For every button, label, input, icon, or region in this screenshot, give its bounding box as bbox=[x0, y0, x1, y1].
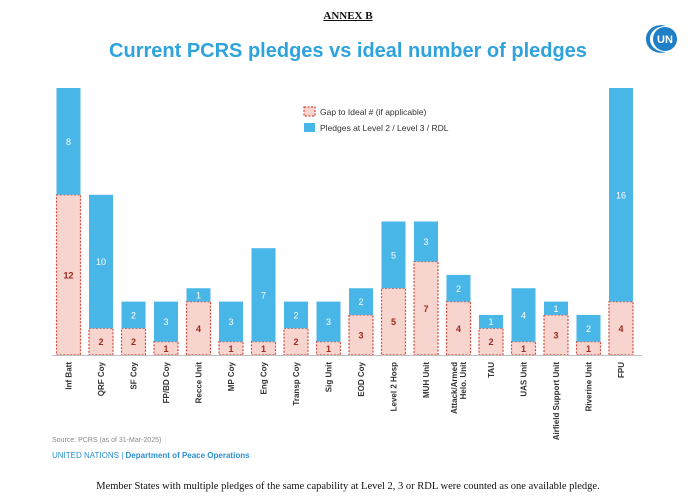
pledge-bar bbox=[381, 221, 406, 289]
pledge-value-label: 1 bbox=[553, 304, 558, 314]
legend-pledge-label: Pledges at Level 2 / Level 3 / RDL bbox=[320, 123, 449, 133]
gap-value-label: 5 bbox=[391, 317, 396, 327]
annex-label: ANNEX B bbox=[323, 10, 373, 22]
pledge-bar bbox=[154, 301, 178, 342]
gap-value-label: 2 bbox=[98, 337, 103, 347]
gap-value-label: 12 bbox=[63, 270, 73, 280]
pledge-value-label: 2 bbox=[456, 284, 461, 294]
gap-value-label: 4 bbox=[456, 324, 461, 334]
category-label: Inf Batt bbox=[65, 362, 74, 390]
gap-bar bbox=[120, 327, 147, 356]
gap-bar bbox=[88, 327, 114, 356]
pledge-bar bbox=[219, 301, 243, 342]
gap-value-label: 3 bbox=[553, 330, 558, 340]
footer-organization: UNITED NATIONS | Department of Peace Ope… bbox=[52, 451, 250, 460]
pledge-bar bbox=[56, 88, 81, 195]
pledge-value-label: 7 bbox=[261, 290, 266, 300]
pledge-bar bbox=[349, 288, 373, 315]
category-label: Eng Coy bbox=[260, 361, 269, 394]
gap-value-label: 2 bbox=[293, 337, 298, 347]
pledge-bar bbox=[186, 288, 211, 302]
pledge-bar bbox=[576, 314, 601, 342]
category-label: Recce Unit bbox=[195, 362, 204, 404]
pledge-value-label: 1 bbox=[196, 290, 201, 300]
pledge-bar bbox=[511, 288, 536, 342]
category-label: Airfield Support Unit bbox=[552, 362, 561, 441]
footnote: Member States with multiple pledges of t… bbox=[96, 481, 600, 492]
pledge-bar bbox=[251, 248, 276, 342]
pledge-bar bbox=[89, 194, 113, 329]
pledge-value-label: 3 bbox=[326, 317, 331, 327]
gap-value-label: 1 bbox=[228, 344, 233, 354]
pledge-value-label: 8 bbox=[66, 137, 71, 147]
category-label: UAS Unit bbox=[520, 362, 529, 397]
category-label: Level 2 Hosp bbox=[390, 362, 399, 411]
category-label: Riverine Unit bbox=[585, 362, 594, 412]
slide-background bbox=[45, 28, 690, 470]
pledge-bar bbox=[284, 301, 308, 329]
category-label: MP Coy bbox=[227, 361, 236, 391]
gap-value-label: 4 bbox=[618, 324, 623, 334]
org-separator: | bbox=[118, 451, 126, 460]
pledge-value-label: 3 bbox=[423, 237, 428, 247]
category-label: TAU bbox=[487, 362, 496, 378]
category-label: SF Coy bbox=[130, 361, 139, 389]
department-name: Department of Peace Operations bbox=[125, 451, 250, 460]
pledge-bar bbox=[544, 301, 568, 315]
gap-value-label: 1 bbox=[521, 344, 526, 354]
gap-value-label: 7 bbox=[423, 304, 428, 314]
un-logo-icon: UN bbox=[646, 25, 677, 53]
category-label: QRF Coy bbox=[97, 361, 106, 396]
gap-value-label: 2 bbox=[131, 337, 136, 347]
pledge-value-label: 2 bbox=[131, 310, 136, 320]
legend-pledge-swatch bbox=[304, 123, 315, 132]
pledge-value-label: 3 bbox=[163, 317, 168, 327]
category-label: FPU bbox=[617, 362, 626, 378]
gap-value-label: 1 bbox=[326, 344, 331, 354]
category-label: Transp Coy bbox=[292, 361, 301, 405]
pledge-value-label: 3 bbox=[228, 317, 233, 327]
legend-gap-swatch bbox=[303, 106, 316, 117]
source-note: Source: PCRS (as of 31-Mar-2025) bbox=[52, 437, 162, 444]
gap-value-label: 1 bbox=[261, 344, 266, 354]
pledge-bar bbox=[316, 301, 341, 342]
gap-bar bbox=[380, 287, 407, 356]
pledge-bar bbox=[414, 221, 438, 262]
category-label: MUH Unit bbox=[422, 362, 431, 398]
category-label: Sig Unit bbox=[325, 362, 334, 393]
pledge-bar bbox=[479, 314, 503, 329]
pledge-value-label: 1 bbox=[488, 317, 493, 327]
gap-value-label: 1 bbox=[586, 344, 591, 354]
category-label: Attack/ArmedHelo. Unit bbox=[450, 362, 468, 414]
legend-gap-label: Gap to Ideal # (if applicable) bbox=[320, 107, 426, 117]
pledge-value-label: 2 bbox=[358, 297, 363, 307]
chart-title: Current PCRS pledges vs ideal number of … bbox=[109, 40, 587, 62]
pledge-value-label: 2 bbox=[586, 324, 591, 334]
pledge-value-label: 16 bbox=[616, 190, 626, 200]
pledge-value-label: 10 bbox=[96, 257, 106, 267]
gap-value-label: 1 bbox=[163, 344, 168, 354]
gap-value-label: 4 bbox=[196, 324, 201, 334]
category-label: FP/BD Coy bbox=[162, 361, 171, 403]
un-logo-text: UN bbox=[657, 34, 673, 46]
pledge-value-label: 2 bbox=[293, 310, 298, 320]
org-name: UNITED NATIONS bbox=[52, 451, 119, 460]
pledge-value-label: 4 bbox=[521, 310, 526, 320]
gap-bar bbox=[185, 301, 212, 356]
pledge-value-label: 5 bbox=[391, 250, 396, 260]
pledge-bar bbox=[121, 301, 146, 329]
gap-value-label: 2 bbox=[488, 337, 493, 347]
pledge-bar bbox=[609, 88, 633, 302]
gap-value-label: 3 bbox=[358, 330, 363, 340]
pledge-bar bbox=[446, 274, 471, 302]
gap-bar bbox=[478, 327, 504, 356]
category-label: EOD Coy bbox=[357, 361, 366, 396]
